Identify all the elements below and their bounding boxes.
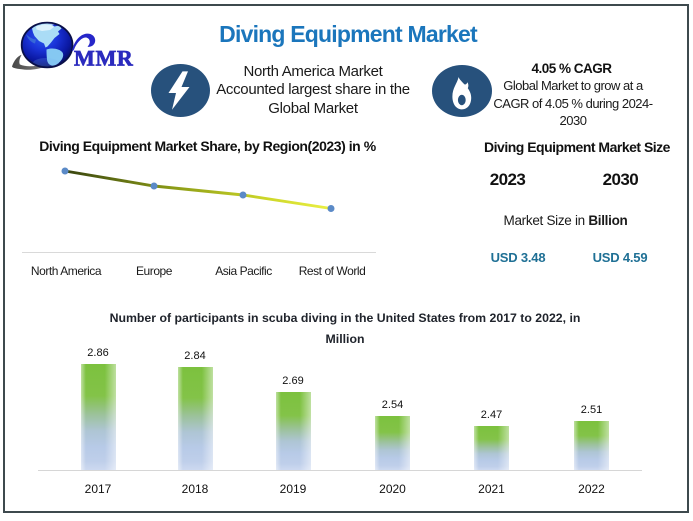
svg-text:MMR: MMR <box>74 46 134 71</box>
